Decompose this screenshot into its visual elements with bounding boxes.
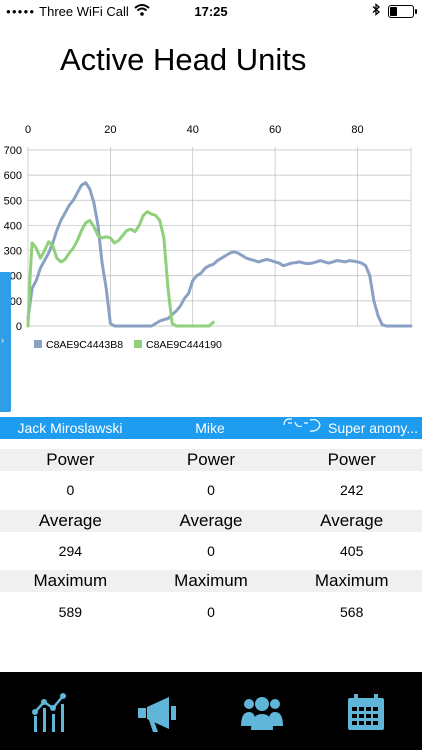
average-label-row: Average Average Average [0,510,422,532]
series-line-2 [26,210,215,328]
y-tick-label: 400 [4,220,22,232]
average-value-3: 405 [340,543,364,559]
series-line-1 [26,181,413,328]
y-tick-label: 600 [4,170,22,182]
power-value-2: 0 [207,482,215,498]
group-icon [241,697,283,730]
maximum-value-row: 589 0 568 [0,601,422,623]
legend-label-1: C8AE9C4443B8 [46,339,123,351]
legend-swatch-2 [134,340,142,348]
average-value-2: 0 [207,543,215,559]
status-time: 17:25 [194,4,228,19]
chart-icon [32,693,66,732]
power-value-3: 242 [340,482,364,498]
rider-names-row: Jack Miroslawski Mike Super anony... [0,417,422,439]
calendar-icon [348,694,384,730]
bluetooth-icon [372,3,380,19]
chevron-right-icon: › [1,335,4,345]
x-tick-label: 60 [269,124,281,136]
tab-announcements[interactable] [136,692,180,734]
maximum-label-row: Maximum Maximum Maximum [0,570,422,592]
status-bar: ●●●●● Three WiFi Call 17:25 [0,0,422,22]
y-tick-label: 700 [4,145,22,157]
tab-calendar[interactable] [344,692,388,734]
signal-icon: ●●●●● [6,7,36,16]
battery-icon [388,4,417,18]
average-value-1: 294 [58,543,83,559]
page-title: Active Head Units [60,42,307,77]
maximum-label-2: Maximum [174,571,248,590]
status-right [372,3,417,19]
megaphone-icon [138,697,176,732]
legend-label-2: C8AE9C444190 [146,339,222,351]
wifi-icon [134,4,150,19]
maximum-value-1: 589 [58,604,83,620]
x-tick-label: 0 [25,124,31,136]
tab-chart[interactable] [30,692,74,734]
anonymous-face-icon [282,417,324,439]
y-tick-label: 300 [4,246,22,258]
power-label-3: Power [327,450,376,469]
drawer-handle[interactable]: › [0,272,11,412]
carrier-label: Three WiFi Call [39,4,129,19]
x-tick-label: 20 [104,124,116,136]
power-label-row: Power Power Power [0,449,422,471]
x-tick-label: 40 [187,124,199,136]
average-label-2: Average [179,511,243,530]
tab-group[interactable] [240,692,284,734]
status-left: ●●●●● Three WiFi Call [6,4,150,19]
power-label-1: Power [46,450,95,469]
average-label-1: Average [38,511,102,530]
power-label-2: Power [186,450,236,469]
rider-name-1[interactable]: Jack Miroslawski [17,420,123,436]
rider-name-2[interactable]: Mike [195,420,225,436]
legend-swatch-1 [34,340,42,348]
maximum-label-3: Maximum [314,571,389,590]
rider-name-3: Super anony... [328,420,419,436]
power-value-row: 0 0 242 [0,479,422,501]
x-tick-label: 80 [351,124,363,136]
maximum-value-2: 0 [207,604,215,620]
y-tick-label: 0 [16,321,22,333]
rider-name-3-cell[interactable]: Super anony... [280,417,422,439]
power-value-1: 0 [66,482,75,498]
maximum-value-3: 568 [340,604,364,620]
maximum-label-1: Maximum [33,571,108,590]
tab-bar [0,672,422,750]
y-tick-label: 500 [4,195,22,207]
average-value-row: 294 0 405 [0,540,422,562]
average-label-3: Average [320,511,384,530]
